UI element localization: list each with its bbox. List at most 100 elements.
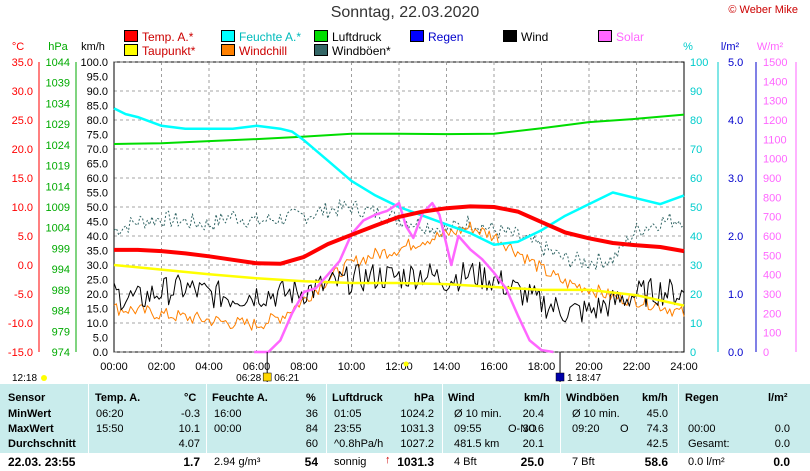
rain-tick-label: 1.0 xyxy=(728,289,743,301)
wind-tick-label: 45.0 xyxy=(87,217,108,229)
humidity-tick-label: 30 xyxy=(690,260,702,272)
wind-tick-label: 50.0 xyxy=(87,202,108,214)
legend-label: Feuchte A.* xyxy=(239,30,302,44)
header-gust-unit: km/h xyxy=(642,392,668,404)
x-tick-label: 00:00 xyxy=(100,361,128,373)
temp-tick-label: -10.0 xyxy=(8,318,33,330)
dawn-label: 06:21 xyxy=(274,373,299,384)
current-abs-humidity: 2.94 g/m³ xyxy=(214,456,261,468)
header-temp: Temp. A. xyxy=(95,392,141,404)
humidity-tick-label: 100 xyxy=(690,57,708,69)
x-tick-label: 02:00 xyxy=(148,361,176,373)
x-tick-label: 16:00 xyxy=(480,361,508,373)
legend-item: Feuchte A.* xyxy=(221,30,301,44)
pressure-tick-label: 989 xyxy=(52,285,70,297)
sun-icon xyxy=(41,375,47,381)
wind-tick-label: 60.0 xyxy=(87,173,108,185)
legend-swatch xyxy=(124,30,138,42)
x-tick-label: 20:00 xyxy=(575,361,603,373)
pressure-tick-label: 1014 xyxy=(46,181,70,193)
legend-item: Temp. A.* xyxy=(124,30,193,44)
temp-tick-label: 10.0 xyxy=(12,202,33,214)
legend-item: Solar xyxy=(598,30,644,44)
solar-unit-label: W/m² xyxy=(757,41,784,53)
table-cell: ^0.8hPa/h xyxy=(334,438,384,450)
pressure-tick-label: 1039 xyxy=(46,78,70,90)
solar-tick-label: 1500 xyxy=(763,57,787,69)
temp-unit-label: °C xyxy=(12,41,24,53)
table-cell: Ø 10 min. xyxy=(572,408,620,420)
pressure-tick-label: 1019 xyxy=(46,161,70,173)
x-tick-label: 14:00 xyxy=(433,361,461,373)
current-rain-total: 0.0 l/m² xyxy=(688,456,725,468)
legend-swatch xyxy=(314,30,328,42)
legend-label: Solar xyxy=(616,30,645,44)
copyright: © Weber Mike xyxy=(728,4,798,16)
table-cell: 1024.2 xyxy=(400,408,434,420)
x-tick-label: 04:00 xyxy=(195,361,223,373)
legend-item: Windböen* xyxy=(314,44,391,58)
table-cell: MaxWert xyxy=(8,423,54,435)
table-cell: Gesamt: xyxy=(688,438,730,450)
wind-tick-label: 40.0 xyxy=(87,231,108,243)
x-tick-label: 06:00 xyxy=(243,361,271,373)
pressure-tick-label: 994 xyxy=(52,264,70,276)
table-cell: MinWert xyxy=(8,408,52,420)
table-cell: 20.1 xyxy=(522,438,544,450)
x-tick-label: 18:00 xyxy=(528,361,556,373)
header-temp-unit: °C xyxy=(184,392,197,404)
wind-tick-label: 10.0 xyxy=(87,318,108,330)
legend-label: Taupunkt* xyxy=(142,44,196,58)
legend-label: Regen xyxy=(428,30,464,44)
table-cell: 45.0 xyxy=(646,408,668,420)
current-temp: 1.7 xyxy=(183,455,200,469)
wind-tick-label: 95.0 xyxy=(87,72,108,84)
moon-icon xyxy=(555,372,565,382)
legend-label: Luftdruck xyxy=(332,30,382,44)
chart-title: Sonntag, 22.03.2020 xyxy=(330,4,480,21)
series-windchill xyxy=(113,221,685,331)
table-cell: 10.1 xyxy=(178,423,200,435)
table-cell: 0.0 xyxy=(774,423,790,435)
header-gust: Windböen xyxy=(566,392,620,404)
table-cell: 20.4 xyxy=(522,408,544,420)
current-humidity: 54 xyxy=(304,455,318,469)
series-luftdruck xyxy=(113,113,685,145)
table-cell: 481.5 km xyxy=(454,438,500,450)
solar-tick-label: 1300 xyxy=(763,96,787,108)
solar-tick-label: 500 xyxy=(763,250,781,262)
header-rain: Regen xyxy=(685,392,719,404)
chart-grid xyxy=(113,61,685,353)
table-cell: 1027.2 xyxy=(400,438,434,450)
table-cell: 4.07 xyxy=(178,438,200,450)
wind-tick-label: 55.0 xyxy=(87,188,108,200)
table-cell: 09:20 xyxy=(572,423,600,435)
wind-tick-label: 75.0 xyxy=(87,130,108,142)
pressure-tick-label: 1024 xyxy=(46,140,70,152)
series-feuchte-a xyxy=(113,107,685,246)
current-wind: 25.0 xyxy=(520,455,544,469)
temp-tick-label: -15.0 xyxy=(8,347,33,359)
header-wind: Wind xyxy=(448,392,475,404)
table-cell: 00:00 xyxy=(214,423,242,435)
header-hum: Feuchte A. xyxy=(212,392,268,404)
humidity-tick-label: 20 xyxy=(690,289,702,301)
table-cell: 0.0 xyxy=(774,438,790,450)
pressure-tick-label: 999 xyxy=(52,243,70,255)
series-temp-a xyxy=(114,204,685,266)
pressure-trend-arrow-icon: ↑ xyxy=(385,454,391,466)
pressure-tick-label: 984 xyxy=(52,306,70,318)
rain-tick-label: 2.0 xyxy=(728,231,743,243)
current-gust: 58.6 xyxy=(644,455,668,469)
table-cell: 23:55 xyxy=(334,423,362,435)
table-cell: 36 xyxy=(305,408,318,420)
solar-tick-label: 800 xyxy=(763,192,781,204)
temp-tick-label: 25.0 xyxy=(12,115,33,127)
humidity-tick-label: 0 xyxy=(690,347,696,359)
wind-tick-label: 25.0 xyxy=(87,275,108,287)
humidity-tick-label: 60 xyxy=(690,173,702,185)
pressure-unit-label: hPa xyxy=(48,41,68,53)
table-cell: Durchschnitt xyxy=(8,438,76,450)
humidity-tick-label: 80 xyxy=(690,115,702,127)
x-tick-label: 12:00 xyxy=(385,361,413,373)
